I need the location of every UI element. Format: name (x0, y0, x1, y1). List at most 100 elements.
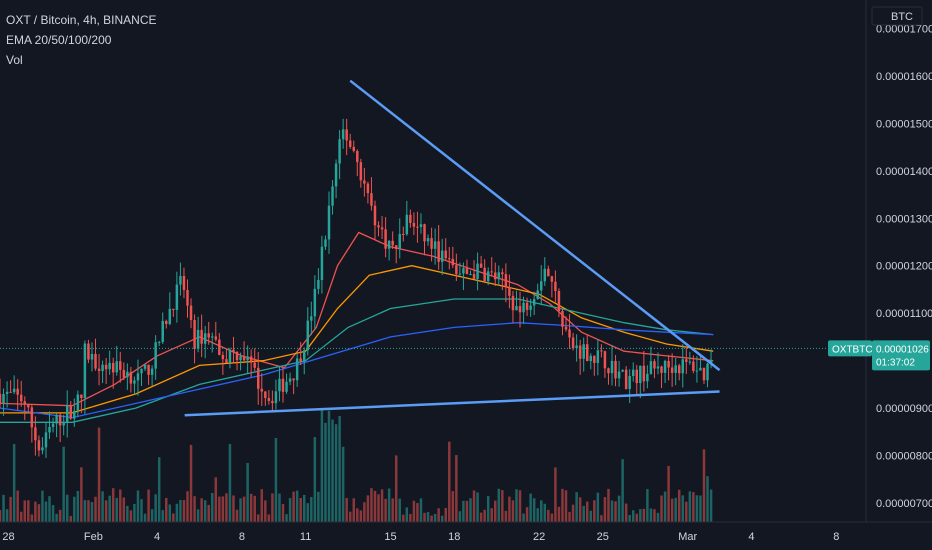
volume-bar (23, 500, 27, 522)
candle-body (409, 214, 412, 223)
candle-body (391, 240, 394, 246)
candle-body (547, 268, 550, 277)
volume-bar (239, 498, 242, 522)
volume-bar (377, 494, 380, 522)
volume-bar (55, 513, 58, 522)
chart-legend: OXT / Bitcoin, 4h, BINANCE EMA 20/50/100… (6, 10, 157, 70)
candle-body (211, 336, 214, 338)
volume-bar (405, 507, 409, 522)
candle-body (200, 329, 203, 344)
volume-bar (600, 515, 603, 522)
candle-body (115, 361, 118, 373)
candle-body (90, 353, 94, 360)
volume-bar (12, 444, 16, 522)
candle-body (242, 356, 246, 361)
volume-bar (430, 515, 433, 522)
volume-bar (547, 509, 550, 522)
volume-bar (299, 498, 302, 522)
volume-bar (264, 500, 267, 522)
volume-bar (253, 495, 256, 522)
candle-body (235, 351, 239, 361)
candle-body (433, 241, 437, 249)
volume-bar (306, 503, 310, 522)
volume-bar (525, 507, 529, 522)
candle-body (639, 365, 642, 384)
volume-bar (593, 500, 596, 522)
ascending-trendline[interactable] (184, 390, 720, 417)
volume-bar (221, 496, 225, 522)
volume-bar (292, 491, 295, 522)
candle-body (607, 368, 610, 374)
candle-body (41, 447, 44, 451)
volume-bar (458, 511, 462, 522)
candle-body (292, 378, 295, 381)
legend-title[interactable]: OXT / Bitcoin, 4h, BINANCE (6, 13, 157, 27)
volume-bar (709, 489, 713, 522)
volume-bar (536, 508, 539, 522)
volume-bar (133, 503, 136, 522)
legend-ema[interactable]: EMA 20/50/100/200 (6, 33, 112, 47)
candle-body (479, 263, 483, 268)
volume-bar (479, 512, 483, 522)
candle-body (129, 371, 133, 384)
volume-bar (486, 495, 490, 522)
ema-line-3 (0, 298, 714, 423)
legend-volume[interactable]: Vol (6, 53, 23, 67)
candle-body (44, 432, 48, 448)
candle-body (281, 378, 285, 392)
candle-body (271, 400, 274, 404)
candle-body (437, 241, 440, 262)
candle-body (295, 358, 299, 381)
candle-body (709, 359, 713, 364)
candle-body (631, 369, 635, 377)
candle-body (426, 238, 430, 242)
candle-body (97, 368, 101, 372)
candle-body (561, 310, 564, 327)
candle-body (359, 162, 363, 181)
volume-bar (540, 500, 543, 522)
volume-bar (469, 498, 472, 522)
candle-body (394, 245, 398, 249)
volume-bar (334, 424, 338, 522)
volume-bar (628, 514, 631, 522)
candle-body (186, 289, 189, 306)
descending-trendline[interactable] (349, 79, 721, 372)
volume-bar (143, 513, 147, 522)
volume-bar (610, 500, 614, 522)
candle-body (83, 343, 87, 399)
candle-body (540, 281, 543, 291)
volume-bar (490, 508, 493, 522)
volume-bar (394, 455, 398, 522)
price-tick-label: 0.00001300 (876, 213, 932, 225)
volume-bar (196, 509, 200, 522)
candle-body (147, 364, 150, 375)
volume-bar (165, 497, 168, 522)
time-axis[interactable]: 28 Feb 4 8 11 15 18 22 25 Mar 4 8 (2, 531, 839, 543)
candle-body (165, 320, 168, 324)
volume-bars (0, 409, 713, 522)
candle-body (65, 405, 69, 423)
candle-body (469, 274, 472, 276)
volume-bar (578, 497, 582, 522)
volume-bar (398, 498, 401, 522)
volume-bar (440, 515, 444, 522)
candle-body (324, 239, 327, 247)
volume-bar (76, 490, 80, 522)
candle-body (104, 364, 108, 370)
volume-bar (182, 500, 186, 522)
candle-body (302, 350, 306, 362)
candle-body (143, 364, 147, 369)
volume-bar (97, 427, 101, 522)
candle-body (624, 369, 628, 389)
candles (0, 118, 713, 458)
volume-bar (504, 510, 508, 522)
volume-bar (681, 495, 684, 522)
candle-body (37, 440, 41, 451)
volume-bar (614, 501, 617, 522)
volume-bar (87, 500, 90, 522)
candle-body (557, 291, 561, 311)
price-axis[interactable]: 0.00001700 0.00001600 0.00001500 0.00001400… (876, 23, 932, 510)
candle-body (16, 388, 19, 395)
volume-bar (235, 509, 239, 522)
